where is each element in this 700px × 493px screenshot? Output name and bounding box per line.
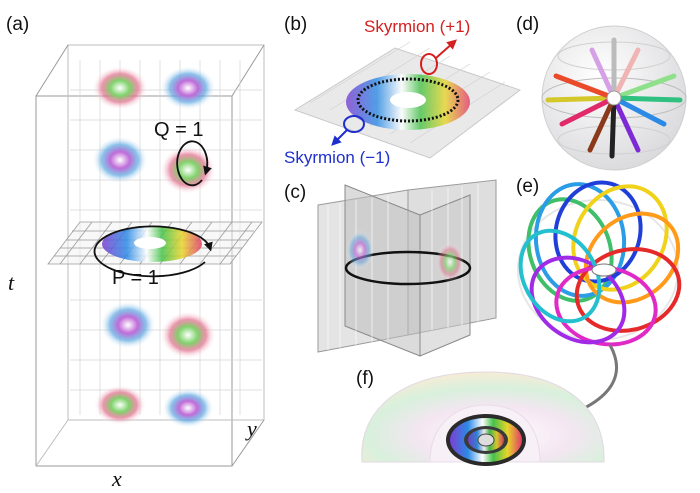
panel-d-label: (d) — [516, 14, 539, 35]
panel-b: (b) Skyrmion (+1) Skyrmion (−1) — [284, 14, 522, 167]
p-label: P = 1 — [112, 267, 159, 289]
texture-blob — [436, 242, 464, 282]
plus-marker-arrow — [435, 39, 457, 59]
minus-marker-arrow — [331, 129, 348, 146]
blob — [92, 66, 148, 110]
axis-x-label: x — [111, 466, 122, 491]
blob — [92, 136, 148, 184]
skyrmion-plus-label: Skyrmion (+1) — [364, 17, 470, 36]
skyrmion-blobs — [92, 66, 216, 428]
panel-e-label: (e) — [516, 176, 539, 197]
sphere-center — [606, 90, 622, 106]
panel-d: (d) — [516, 14, 687, 171]
hopfion-loop — [344, 250, 472, 286]
torus-hole — [591, 263, 617, 277]
panel-b-label: (b) — [284, 14, 307, 35]
blob — [94, 385, 146, 425]
blob — [160, 146, 216, 194]
plus-marker-circle — [420, 53, 438, 75]
panel-c-label: (c) — [284, 182, 306, 203]
skyrmion-core-ring — [356, 77, 460, 123]
panel-c: (c) — [284, 179, 497, 357]
spin-arrows — [545, 37, 683, 159]
blob — [160, 66, 216, 110]
q-loop-arrow — [176, 140, 212, 187]
skyrmion-minus-label: Skyrmion (−1) — [284, 148, 390, 167]
axis-y-label: y — [245, 416, 257, 441]
hopf-fibration-torus — [517, 180, 682, 347]
blob — [160, 311, 216, 359]
p-loop-arrow — [93, 225, 213, 278]
q-label: Q = 1 — [154, 119, 203, 141]
nested-tori-core — [446, 414, 526, 466]
skyrmion-center — [390, 92, 426, 108]
ring-core — [134, 237, 166, 249]
axis-t-label: t — [8, 270, 15, 295]
blob — [100, 301, 156, 349]
panel-a: (a) — [6, 14, 265, 491]
texture-blob — [346, 230, 374, 270]
panel-f: (f) — [356, 368, 605, 466]
panel-a-label: (a) — [6, 14, 29, 35]
minus-marker-circle — [343, 115, 365, 133]
panel-f-label: (f) — [356, 368, 374, 389]
blob — [162, 388, 214, 428]
